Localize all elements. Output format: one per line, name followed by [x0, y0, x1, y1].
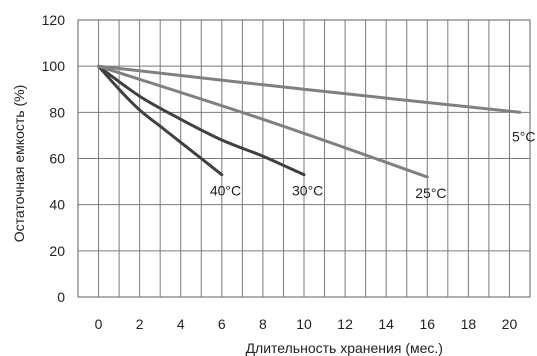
series-label: 25°C — [415, 185, 446, 201]
y-tick-label: 40 — [49, 197, 65, 213]
grid — [77, 19, 531, 298]
series-labels: 40°C 30°C 25°C 5°C — [210, 128, 536, 201]
y-tick-label: 0 — [57, 289, 65, 305]
series-line — [97, 64, 306, 177]
x-tick-label: 4 — [177, 316, 185, 332]
x-tick-label: 18 — [461, 316, 477, 332]
series-label: 30°C — [292, 183, 323, 199]
series-label: 5°C — [512, 128, 536, 144]
x-tick-label: 2 — [136, 316, 144, 332]
series-line — [97, 64, 429, 179]
x-tick-label: 6 — [218, 316, 226, 332]
y-tick-label: 60 — [49, 151, 65, 167]
x-tick-label: 10 — [296, 316, 312, 332]
y-tick-label: 20 — [49, 243, 65, 259]
y-tick-label: 100 — [42, 58, 66, 74]
x-tick-label: 14 — [378, 316, 394, 332]
series-line — [97, 64, 224, 177]
y-tick-label: 80 — [49, 104, 65, 120]
x-tick-label: 8 — [259, 316, 267, 332]
series-label: 40°C — [210, 183, 241, 199]
series-line — [97, 64, 522, 114]
x-axis-title: Длительность хранения (мес.) — [246, 340, 443, 356]
y-axis-title: Остаточная емкость (%) — [11, 85, 27, 243]
series-lines — [97, 64, 522, 179]
axes: 0 2 4 6 8 10 12 14 16 18 20 0 20 40 60 80 100 120 — [42, 12, 518, 332]
x-tick-label: 0 — [95, 316, 103, 332]
x-tick-label: 20 — [502, 316, 518, 332]
x-tick-label: 16 — [419, 316, 435, 332]
x-tick-label: 12 — [337, 316, 353, 332]
y-tick-label: 120 — [42, 12, 66, 28]
